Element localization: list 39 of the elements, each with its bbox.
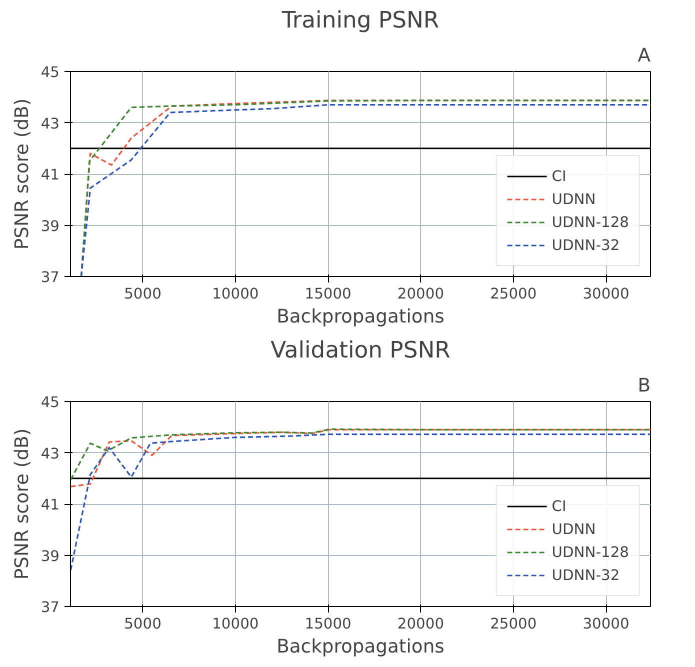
y-axis-title: PSNR score (dB) <box>12 428 33 580</box>
y-axis-title: PSNR score (dB) <box>12 98 33 250</box>
x-axis-title: Backpropagations <box>276 306 444 328</box>
legend-label: CI <box>552 168 568 184</box>
chart-title: Training PSNR <box>280 8 440 34</box>
x-tick-label: 5000 <box>124 616 162 632</box>
text: B <box>638 376 651 396</box>
x-tick-label: 30000 <box>582 616 630 632</box>
y-tick-label: 39 <box>40 218 60 235</box>
x-tick-label: 20000 <box>397 286 444 302</box>
y-tick-label: 37 <box>40 599 60 616</box>
legend-label: UDNN-32 <box>552 236 620 254</box>
y-tick-label: 39 <box>40 548 60 565</box>
y-tick-label: 37 <box>40 269 60 286</box>
legend-label: UDNN-128 <box>552 544 629 560</box>
x-axis-title: Backpropagations <box>276 636 444 658</box>
legend-label: UDNN <box>552 520 596 538</box>
x-tick-label: 25000 <box>490 286 537 302</box>
x-tick-label: 5000 <box>124 286 162 302</box>
text: A <box>638 46 651 66</box>
y-tick-label: 45 <box>40 64 60 81</box>
y-tick-label: 43 <box>40 115 60 132</box>
legend-label: UDNN-32 <box>552 566 620 584</box>
chart-title: Validation PSNR <box>270 338 451 364</box>
x-tick-label: 30000 <box>582 286 630 302</box>
y-tick-label: 43 <box>40 445 60 462</box>
legend-label: UDNN <box>552 190 596 208</box>
legend-label: UDNN-128 <box>552 214 629 230</box>
line-series <box>70 434 650 571</box>
x-tick-label: 15000 <box>304 616 352 632</box>
legend-label: CI <box>552 498 568 514</box>
x-tick-label: 10000 <box>212 616 259 632</box>
y-tick-label: 41 <box>40 496 60 514</box>
y-tick-label: 45 <box>40 394 60 411</box>
x-tick-label: 20000 <box>397 616 444 632</box>
y-tick-label: 41 <box>40 166 60 184</box>
x-tick-label: 15000 <box>304 286 352 302</box>
x-tick-label: 25000 <box>490 616 537 632</box>
x-tick-label: 10000 <box>212 286 259 302</box>
